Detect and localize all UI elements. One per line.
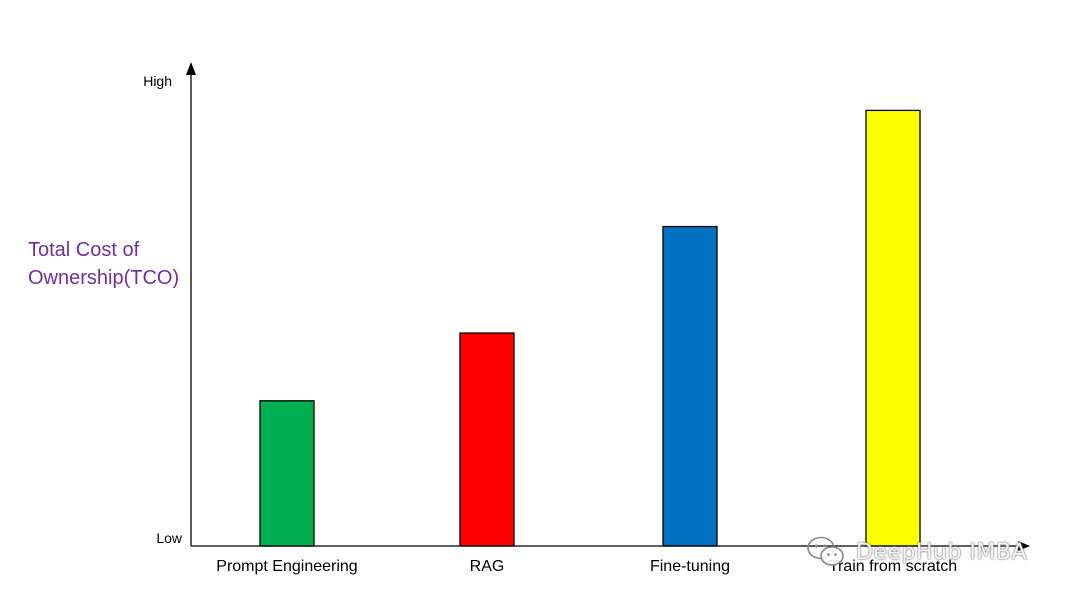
ytick-high: High (143, 73, 172, 89)
bar-rag (459, 332, 515, 547)
bar-fine-tuning (662, 225, 718, 547)
watermark: DeepHub IMBA (806, 532, 1027, 572)
bar-train-from-scratch (865, 109, 921, 547)
y-axis-title-line-2: Ownership(TCO) (28, 267, 180, 289)
bars-group (259, 109, 921, 547)
x-tick-label: Prompt Engineering (216, 558, 357, 575)
bar-prompt-engineering (259, 400, 315, 547)
y-axis-title-line-1: Total Cost of (28, 239, 140, 261)
x-tick-label: Train from scratch (829, 558, 957, 575)
ytick-low: Low (156, 530, 183, 546)
x-tick-labels: Prompt Engineering RAG Fine-tuning Train fr… (216, 558, 957, 575)
x-tick-label: Fine-tuning (650, 558, 730, 575)
x-tick-label: RAG (470, 558, 505, 575)
y-axis-arrow-icon (186, 62, 196, 75)
y-axis-title: Total Cost of Ownership(TCO) (28, 236, 228, 292)
axes-group (186, 62, 1030, 551)
x-axis-arrow-icon (1018, 541, 1030, 551)
watermark-text: DeepHub IMBA (856, 539, 1028, 565)
wechat-icon (807, 536, 844, 566)
